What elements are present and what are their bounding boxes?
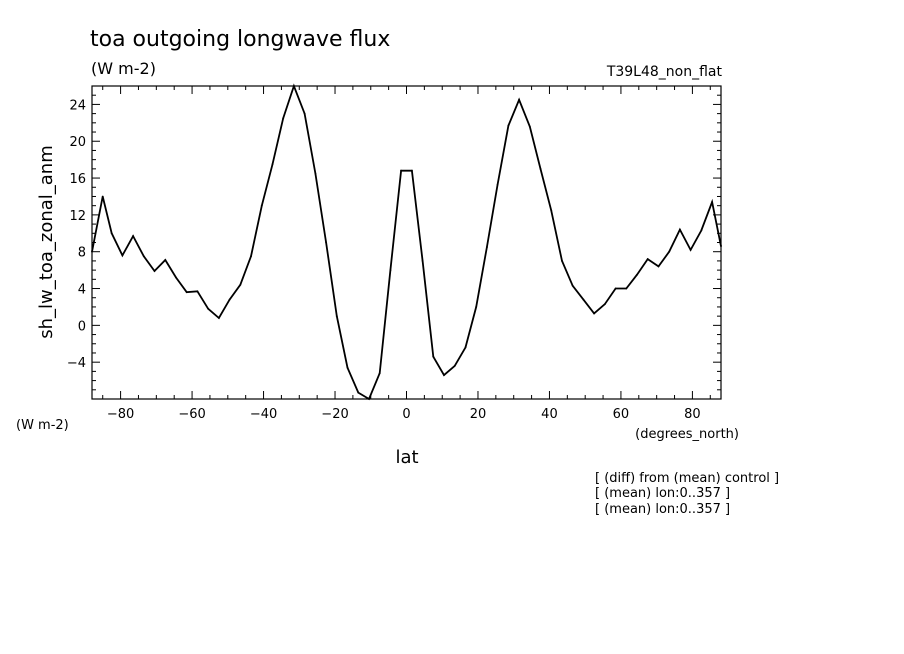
data-point xyxy=(121,254,124,257)
data-point xyxy=(507,124,510,127)
x-tick-label: 60 xyxy=(613,407,630,422)
data-point xyxy=(314,172,317,175)
data-point xyxy=(217,317,220,319)
data-point xyxy=(636,273,638,276)
x-axis-label: lat xyxy=(395,447,418,468)
data-point xyxy=(91,250,93,253)
data-point xyxy=(410,169,413,172)
data-point xyxy=(346,366,349,369)
y-tick-label: 8 xyxy=(78,246,86,261)
data-point xyxy=(720,245,722,248)
data-point xyxy=(593,312,596,315)
data-point xyxy=(518,98,520,101)
data-point xyxy=(196,290,199,293)
data-point xyxy=(657,265,660,268)
x-tick-label: −20 xyxy=(321,407,348,422)
data-point xyxy=(239,283,242,286)
series-line xyxy=(91,83,722,401)
data-point xyxy=(486,246,488,249)
plot-frame xyxy=(91,85,722,400)
note-line-2: [ (mean) lon:0..357 ] xyxy=(595,486,730,501)
x-tick-label: 20 xyxy=(470,407,487,422)
data-point xyxy=(132,235,134,237)
data-point xyxy=(250,255,252,258)
y-tick-label: 16 xyxy=(69,172,86,187)
data-point xyxy=(228,298,231,301)
data-point xyxy=(335,315,338,318)
data-point xyxy=(282,117,285,120)
x-tick-label: −40 xyxy=(250,407,277,422)
x-axis-units: (degrees_north) xyxy=(635,427,739,442)
data-point xyxy=(711,201,713,203)
data-point xyxy=(389,269,392,272)
data-point xyxy=(175,276,177,279)
data-point xyxy=(496,183,499,186)
data-point xyxy=(475,306,478,308)
data-point xyxy=(142,255,145,258)
data-point xyxy=(357,391,360,394)
y-tick-label: 20 xyxy=(69,135,86,150)
x-tick-label: −80 xyxy=(107,407,134,422)
data-point xyxy=(528,125,531,128)
y-tick-label: 4 xyxy=(78,283,86,298)
data-point xyxy=(561,260,563,262)
data-point xyxy=(432,355,435,358)
data-point xyxy=(368,398,370,400)
data-point xyxy=(153,270,156,272)
x-tick-label: 80 xyxy=(684,407,701,422)
x-tick-label: 0 xyxy=(402,407,410,422)
data-point xyxy=(260,204,263,207)
y-axis-units: (W m-2) xyxy=(16,418,69,433)
data-point xyxy=(303,112,306,115)
data-point xyxy=(207,307,210,310)
data-point xyxy=(571,284,574,287)
data-point xyxy=(614,287,617,290)
x-axis: −80 −60 −40 −20 0 20 40 60 80 xyxy=(102,86,711,422)
data-point xyxy=(271,163,274,166)
data-point xyxy=(110,232,113,235)
note-line-1: [ (diff) from (mean) control ] xyxy=(595,471,779,486)
y-tick-label: 0 xyxy=(78,319,86,334)
data-point xyxy=(625,287,628,290)
data-point xyxy=(421,260,424,262)
data-point xyxy=(582,298,585,301)
note-line-3: [ (mean) lon:0..357 ] xyxy=(595,502,730,517)
data-point xyxy=(378,372,381,375)
data-point xyxy=(325,241,327,244)
data-point xyxy=(400,169,403,172)
y-axis: −4 0 4 8 12 16 20 24 xyxy=(67,85,721,400)
data-point xyxy=(603,303,606,306)
data-point xyxy=(689,248,692,251)
data-point xyxy=(464,346,467,349)
data-point xyxy=(164,259,167,261)
chart-title: toa outgoing longwave flux xyxy=(90,27,390,52)
experiment-label: T39L48_non_flat xyxy=(606,64,723,80)
data-point xyxy=(453,364,456,367)
y-axis-label: sh_lw_toa_zonal_anm xyxy=(36,145,57,338)
data-point xyxy=(646,258,649,260)
y-tick-label: −4 xyxy=(67,356,86,371)
data-point xyxy=(443,374,445,376)
chart-units-subtitle: (W m-2) xyxy=(91,59,156,78)
data-point xyxy=(185,291,188,294)
data-point xyxy=(539,167,542,170)
data-point xyxy=(293,85,295,87)
y-tick-label: 12 xyxy=(69,209,86,224)
series-layer xyxy=(91,83,722,401)
x-tick-label: −60 xyxy=(178,407,205,422)
x-tick-label: 40 xyxy=(541,407,558,422)
data-point xyxy=(668,250,671,253)
data-point xyxy=(700,229,703,232)
y-tick-label: 24 xyxy=(69,98,86,113)
data-point xyxy=(550,209,553,212)
data-point xyxy=(679,228,681,231)
data-point xyxy=(101,195,104,198)
